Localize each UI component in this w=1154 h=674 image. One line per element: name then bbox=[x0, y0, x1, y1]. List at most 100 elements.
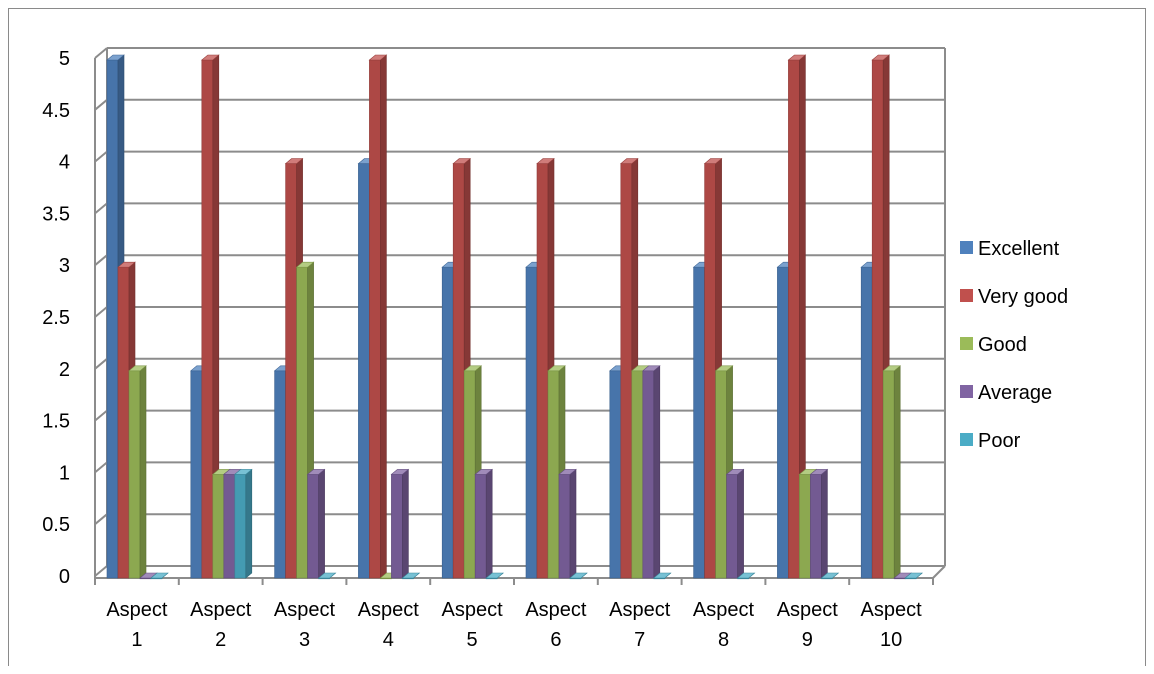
bar-side-face bbox=[893, 365, 901, 579]
gridline-depth bbox=[94, 513, 108, 525]
bar-side-face bbox=[380, 54, 387, 579]
bar-average bbox=[558, 468, 577, 579]
y-tick-label: 3.5 bbox=[42, 203, 70, 225]
bar-side-face bbox=[737, 468, 744, 579]
bar-top-face bbox=[547, 365, 566, 372]
bar-side-face bbox=[569, 468, 577, 579]
y-tick-label: 5 bbox=[59, 48, 70, 70]
bar-front-face bbox=[296, 266, 308, 579]
gridline-depth bbox=[94, 99, 108, 111]
x-tick-label-line1: Aspect bbox=[106, 599, 168, 621]
bar-side-face bbox=[821, 468, 828, 579]
bar-front-face bbox=[693, 266, 705, 579]
bar-top-face bbox=[485, 572, 505, 579]
bar-front-face bbox=[234, 474, 247, 579]
bar-poor bbox=[569, 572, 588, 580]
legend-label: Very good bbox=[978, 286, 1068, 308]
bar-front-face bbox=[558, 474, 571, 579]
bar-poor bbox=[317, 572, 337, 580]
bar-front-face bbox=[369, 59, 381, 579]
bar-front-face bbox=[620, 163, 633, 579]
gridline-depth bbox=[94, 409, 108, 422]
bar-front-face bbox=[726, 474, 738, 579]
x-tick-label-line2: 6 bbox=[550, 629, 561, 651]
bar-front-face bbox=[117, 266, 130, 579]
bar-front-face bbox=[307, 474, 319, 579]
gridline-depth bbox=[94, 150, 108, 163]
x-tick-label-line1: Aspect bbox=[609, 599, 671, 621]
bar-top-face bbox=[871, 54, 891, 61]
bar-top-face bbox=[619, 158, 639, 164]
x-tick-label-line1: Aspect bbox=[693, 599, 755, 621]
legend-swatch bbox=[960, 337, 973, 350]
bar-average bbox=[725, 468, 745, 579]
bar-top-face bbox=[463, 365, 483, 372]
bar-front-face bbox=[474, 474, 487, 579]
bar-top-face bbox=[641, 365, 661, 372]
bar-top-face bbox=[569, 572, 588, 579]
legend-item: Excellent bbox=[960, 238, 1060, 260]
bar-front-face bbox=[860, 266, 873, 579]
y-tick-label: 4 bbox=[59, 152, 70, 174]
bar-top-face bbox=[233, 469, 253, 475]
bar-front-face bbox=[547, 370, 560, 579]
bar-top-face bbox=[390, 469, 410, 475]
bar-front-face bbox=[715, 370, 727, 579]
bar-good bbox=[128, 365, 147, 579]
bar-front-face bbox=[704, 163, 716, 579]
legend-swatch bbox=[960, 289, 973, 302]
legend-label: Excellent bbox=[978, 238, 1060, 260]
bar-side-face bbox=[245, 468, 253, 579]
y-tick-label: 0.5 bbox=[42, 514, 70, 536]
legend-item: Average bbox=[960, 382, 1052, 404]
bar-top-face bbox=[787, 54, 807, 61]
x-tick-label-line2: 8 bbox=[718, 629, 729, 651]
y-tick-label: 4.5 bbox=[42, 100, 70, 122]
bar-side-face bbox=[485, 468, 493, 579]
bar-front-face bbox=[525, 266, 538, 579]
bar-side-face bbox=[139, 365, 147, 579]
bar-top-face bbox=[904, 572, 924, 579]
bar-front-face bbox=[777, 266, 789, 579]
y-tick-label: 2.5 bbox=[42, 307, 70, 329]
x-tick-label-line1: Aspect bbox=[274, 599, 336, 621]
bar-front-face bbox=[106, 59, 119, 579]
bar-poor bbox=[820, 572, 840, 580]
legend-label: Good bbox=[978, 334, 1027, 356]
floor-right-edge bbox=[932, 565, 946, 579]
bar-poor bbox=[652, 572, 672, 580]
y-tick-label: 0 bbox=[59, 566, 70, 588]
bar-top-face bbox=[306, 469, 326, 475]
bar-average bbox=[641, 365, 661, 579]
bar-front-face bbox=[799, 474, 811, 579]
x-tick-label-line2: 1 bbox=[131, 629, 142, 651]
bar-top-face bbox=[652, 572, 672, 579]
bar-top-face bbox=[703, 158, 723, 164]
bar-side-face bbox=[653, 365, 661, 579]
bar-good bbox=[882, 365, 902, 579]
bar-poor bbox=[736, 572, 756, 580]
bar-front-face bbox=[463, 370, 476, 579]
legend-swatch bbox=[960, 241, 973, 254]
bar-average bbox=[306, 468, 326, 579]
bar-average bbox=[809, 468, 829, 579]
bar-front-face bbox=[452, 163, 465, 579]
bar-top-face bbox=[714, 365, 734, 372]
bar-front-face bbox=[190, 370, 203, 579]
bar-front-face bbox=[212, 474, 225, 579]
legend-swatch bbox=[960, 385, 973, 398]
x-tick-label-line2: 4 bbox=[383, 629, 394, 651]
bar-front-face bbox=[642, 370, 655, 579]
bar-side-face bbox=[318, 468, 325, 579]
bar-front-face bbox=[358, 163, 370, 579]
bar-front-face bbox=[536, 163, 549, 579]
bar-front-face bbox=[285, 163, 297, 579]
bar-poor bbox=[233, 468, 253, 579]
gridline-depth bbox=[94, 461, 108, 474]
bar-top-face bbox=[368, 54, 388, 61]
bar-front-face bbox=[788, 59, 800, 579]
bar-front-face bbox=[128, 370, 141, 579]
bar-poor bbox=[401, 572, 421, 580]
bar-poor bbox=[150, 572, 169, 580]
